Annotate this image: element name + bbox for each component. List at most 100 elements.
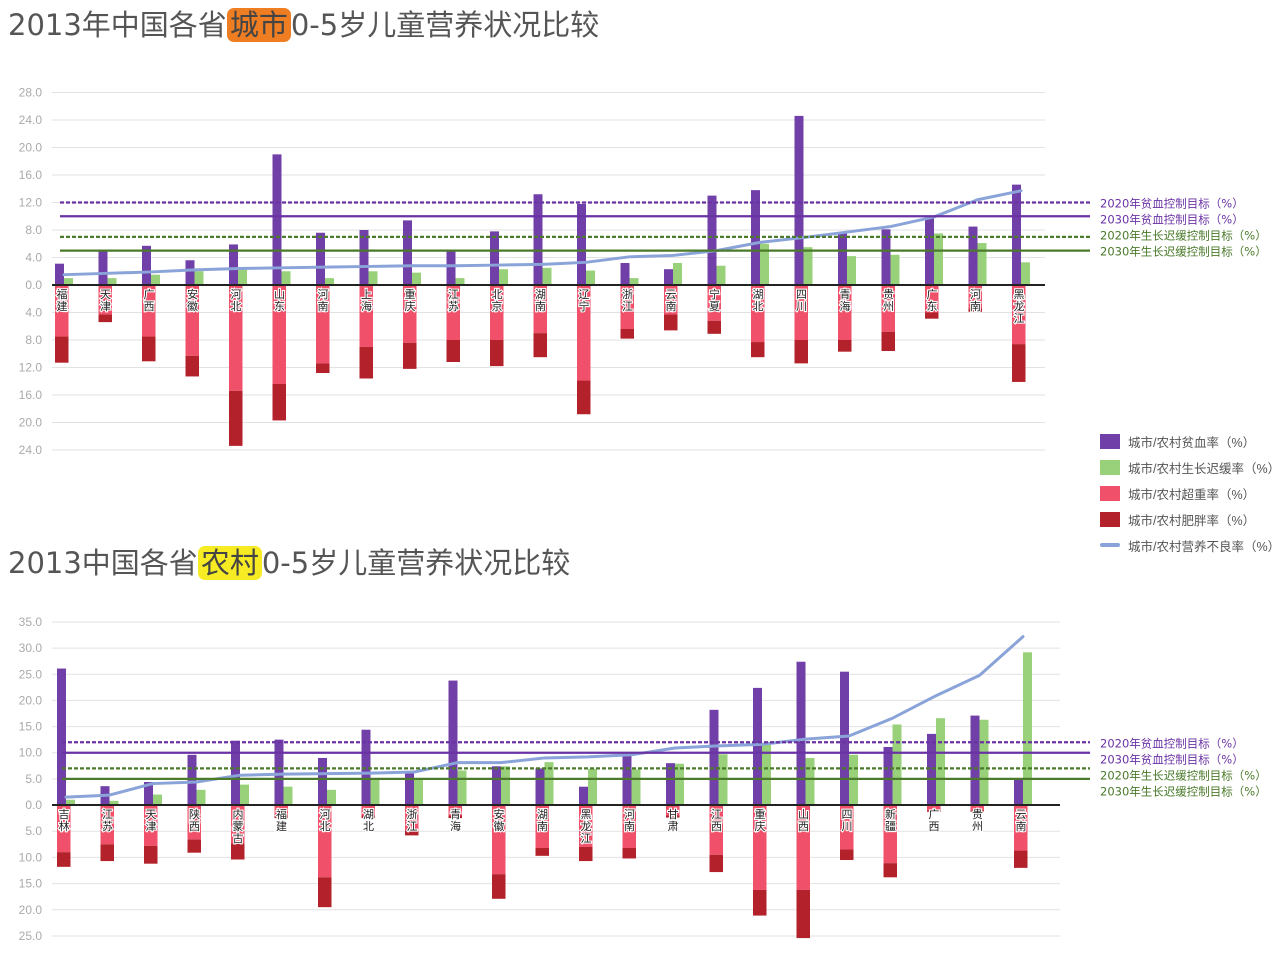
title-rural-after: 0-5岁儿童营养状况比较 bbox=[261, 546, 571, 580]
legend-item-obesity: 城市/农村肥胖率（%） bbox=[1100, 506, 1280, 532]
category-label-char: 东 bbox=[927, 300, 938, 313]
bar-overweight bbox=[535, 805, 549, 848]
bar-obesity bbox=[448, 815, 462, 819]
bar-stunting bbox=[107, 278, 117, 285]
bar-overweight bbox=[927, 805, 941, 811]
target-label: 2030年贫血控制目标（%） bbox=[1100, 213, 1244, 227]
bar-overweight bbox=[272, 285, 286, 384]
y-tick-label: 12.0 bbox=[19, 361, 43, 375]
bar-obesity bbox=[927, 810, 941, 812]
bar-obesity bbox=[620, 329, 634, 339]
bar-anemia bbox=[446, 250, 456, 285]
bar-overweight bbox=[1014, 805, 1028, 851]
bar-obesity bbox=[142, 336, 156, 362]
category-label-char: 湖 bbox=[537, 808, 548, 821]
bar-obesity bbox=[490, 340, 504, 367]
bar-obesity bbox=[187, 839, 201, 853]
bar-obesity bbox=[229, 390, 243, 446]
category-label-char: 上 bbox=[361, 288, 372, 301]
bar-anemia bbox=[753, 687, 762, 805]
category-label-char: 庆 bbox=[755, 819, 766, 833]
category-label-char: 夏 bbox=[709, 300, 720, 313]
bar-obesity bbox=[1012, 344, 1026, 382]
category-label-char: 天 bbox=[146, 808, 157, 821]
bar-stunting bbox=[283, 786, 293, 805]
series-line-malnutrition bbox=[64, 635, 1025, 799]
category-label-char: 南 bbox=[535, 300, 546, 313]
y-tick-label: 25.0 bbox=[19, 667, 43, 681]
bar-overweight bbox=[446, 285, 460, 340]
category-label-char: 重 bbox=[755, 807, 766, 821]
bar-overweight bbox=[55, 285, 69, 337]
bar-obesity bbox=[272, 384, 286, 421]
bar-stunting bbox=[414, 778, 423, 805]
bar-obesity bbox=[925, 312, 939, 319]
category-label-char: 湖 bbox=[753, 288, 764, 301]
y-tick-label: 24.0 bbox=[19, 443, 43, 457]
bar-stunting bbox=[588, 768, 597, 805]
category-label-char: 徽 bbox=[187, 299, 198, 313]
target-label: 2020年贫血控制目标（%） bbox=[1100, 197, 1244, 211]
category-label-char: 河 bbox=[320, 808, 331, 821]
bar-stunting bbox=[153, 794, 162, 805]
bar-overweight bbox=[970, 805, 984, 811]
category-label-char: 北 bbox=[231, 300, 242, 313]
bar-overweight bbox=[316, 285, 330, 364]
category-label-char: 湖 bbox=[363, 808, 374, 821]
category-label-char: 贵 bbox=[972, 808, 983, 821]
bar-obesity bbox=[664, 314, 678, 331]
bar-overweight bbox=[666, 805, 680, 816]
category-label-char: 江 bbox=[711, 808, 722, 821]
bar-overweight bbox=[838, 285, 852, 340]
bar-anemia bbox=[272, 154, 282, 285]
category-label-char: 四 bbox=[796, 288, 807, 301]
category-label-char: 西 bbox=[798, 820, 809, 833]
category-label-char: 京 bbox=[492, 299, 503, 313]
category-label-char: 南 bbox=[624, 820, 635, 833]
category-label-char: 浙 bbox=[622, 288, 633, 301]
bar-obesity bbox=[318, 877, 332, 908]
bar-overweight bbox=[794, 285, 808, 340]
legend-swatch-anemia bbox=[1100, 433, 1120, 449]
category-label-char: 广 bbox=[927, 288, 938, 301]
category-label-char: 安 bbox=[494, 807, 505, 821]
bar-obesity bbox=[100, 844, 114, 862]
bar-obesity bbox=[883, 863, 897, 878]
legend-item-stunting: 城市/农村生长迟缓率（%） bbox=[1100, 454, 1280, 480]
bar-anemia bbox=[229, 244, 238, 285]
category-label-char: 江 bbox=[622, 300, 633, 313]
bar-stunting bbox=[673, 263, 682, 285]
target-label: 2030年贫血控制目标（%） bbox=[1100, 752, 1244, 766]
category-label-char: 肃 bbox=[668, 820, 679, 833]
bar-overweight bbox=[490, 285, 504, 340]
y-tick-label: 20.0 bbox=[19, 693, 43, 707]
category-label-char: 北 bbox=[753, 300, 764, 313]
bar-obesity bbox=[796, 889, 810, 939]
bar-overweight bbox=[709, 805, 723, 855]
bar-anemia bbox=[709, 709, 719, 805]
legend-swatch-obesity bbox=[1100, 511, 1120, 527]
bar-anemia bbox=[883, 746, 893, 805]
bar-stunting bbox=[499, 269, 508, 285]
bar-overweight bbox=[577, 285, 591, 381]
category-label-char: 林 bbox=[59, 819, 70, 833]
category-label-char: 陕 bbox=[189, 807, 200, 821]
category-label-char: 南 bbox=[537, 820, 548, 833]
bar-anemia bbox=[970, 715, 980, 805]
bar-anemia bbox=[794, 115, 804, 285]
category-label-char: 北 bbox=[363, 820, 374, 833]
bar-overweight bbox=[753, 805, 767, 890]
category-label-char: 苏 bbox=[102, 820, 113, 833]
bar-stunting bbox=[542, 267, 552, 285]
bar-stunting bbox=[501, 766, 510, 805]
bar-stunting bbox=[805, 757, 815, 805]
bar-overweight bbox=[579, 805, 593, 847]
category-label-char: 州 bbox=[972, 820, 983, 833]
y-tick-label: 5.0 bbox=[25, 824, 42, 838]
legend-label-anemia: 城市/农村贫血率（%） bbox=[1128, 435, 1256, 450]
chart-title-urban: 2013年中国各省 城市 0-5岁儿童营养状况比较 bbox=[8, 2, 599, 44]
bar-stunting bbox=[890, 254, 900, 285]
category-label-char: 福 bbox=[57, 287, 68, 301]
bar-stunting bbox=[892, 724, 902, 805]
bar-overweight bbox=[318, 805, 332, 878]
